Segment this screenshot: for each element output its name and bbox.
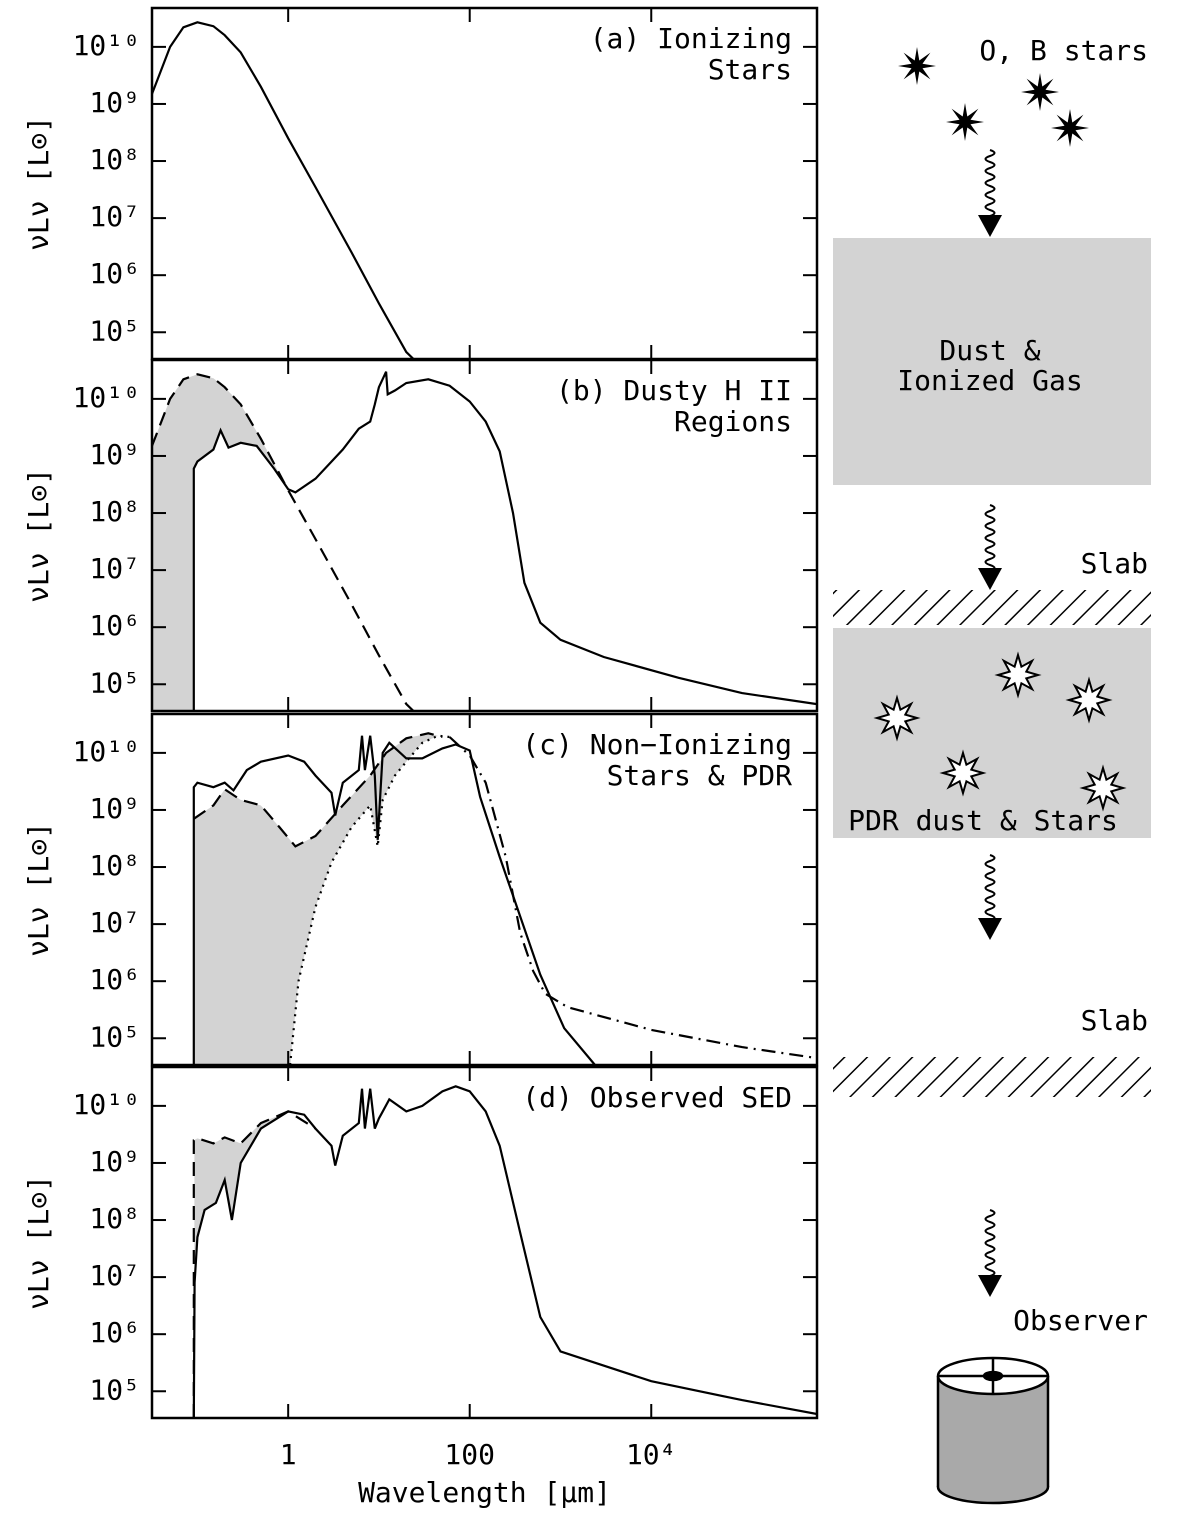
y-tick-label: 10⁹ [89, 86, 140, 119]
y-tick-label: 10⁹ [89, 1145, 140, 1178]
y-tick-label: 10⁵ [89, 314, 140, 347]
star [939, 749, 987, 797]
axes-frame [150, 1065, 819, 1420]
diagram-label: Slab [1081, 1004, 1148, 1037]
sed-line [192, 371, 817, 711]
diagram-label: PDR dust & Stars [848, 804, 1118, 837]
x-axis-label: Wavelength [μm] [358, 1476, 611, 1509]
y-tick-label: 10⁶ [89, 963, 140, 996]
star [898, 47, 936, 85]
wavy-arrow [984, 504, 996, 572]
x-tick-label: 1 [280, 1438, 297, 1471]
y-tick-label: 10⁸ [89, 1202, 140, 1235]
axes-frame [150, 358, 819, 713]
wavy-arrow [984, 149, 996, 217]
x-tick-label: 100 [444, 1438, 495, 1471]
shaded-region [152, 374, 285, 711]
x-tick-label: 10⁴ [626, 1438, 677, 1471]
sed-line [448, 736, 817, 1060]
y-tick-label: 10⁷ [89, 906, 140, 939]
star [994, 651, 1042, 699]
wavy-arrow [984, 1209, 996, 1277]
panel-label: (d) Observed SED [522, 1081, 792, 1114]
wavy-arrow [984, 854, 996, 922]
diagram-label: Ionized Gas [897, 364, 1082, 397]
star [873, 694, 921, 742]
y-tick-label: 10⁶ [89, 609, 140, 642]
y-tick-label: 10⁹ [89, 792, 140, 825]
sed-line [192, 735, 596, 1065]
diagram-label: Slab [1081, 547, 1148, 580]
y-tick-label: 10⁹ [89, 438, 140, 471]
sed-line [152, 21, 415, 359]
y-tick-label: 10¹⁰ [73, 1088, 140, 1121]
y-tick-label: 10⁶ [89, 1316, 140, 1349]
y-tick-label: 10¹⁰ [73, 381, 140, 414]
pdr-box [833, 628, 1151, 838]
arrow-head [978, 918, 1002, 940]
sed-line [192, 1110, 317, 1418]
star [1021, 73, 1059, 111]
dust-box [833, 238, 1151, 485]
y-tick-label: 10¹⁰ [73, 735, 140, 768]
y-tick-label: 10⁵ [89, 1373, 140, 1406]
panel-label: Regions [674, 405, 792, 438]
arrow-head [978, 215, 1002, 237]
y-tick-label: 10¹⁰ [73, 29, 140, 62]
diagram-label: O, B stars [979, 34, 1148, 67]
slab-hatch [833, 1057, 1151, 1097]
arrow-head [978, 1275, 1002, 1297]
y-tick-label: 10⁶ [89, 257, 140, 290]
y-axis-label: νLν [L⊙] [22, 468, 55, 603]
telescope [936, 1356, 1050, 1505]
slab-hatch [833, 590, 1151, 625]
sed-line [152, 373, 415, 711]
panel-label: Stars & PDR [607, 759, 793, 792]
panel-label: (c) Non−Ionizing [522, 728, 792, 761]
shaded-region [194, 1111, 288, 1311]
sed-line [192, 1085, 817, 1418]
y-tick-label: 10⁸ [89, 849, 140, 882]
panel-label: (b) Dusty H II [556, 374, 792, 407]
y-axis-label: νLν [L⊙] [22, 822, 55, 957]
panel-label: Stars [708, 53, 792, 86]
sed-line [289, 734, 450, 1065]
plot-area [192, 1085, 817, 1418]
star [946, 103, 984, 141]
arrow-head [978, 568, 1002, 590]
diagram-label: Observer [1013, 1304, 1148, 1337]
panel-label: (a) Ionizing [590, 22, 792, 55]
diagram-label: Dust & [939, 334, 1040, 367]
y-tick-label: 10⁷ [89, 200, 140, 233]
star [1065, 676, 1113, 724]
y-tick-label: 10⁸ [89, 495, 140, 528]
sed-line [193, 732, 443, 848]
plot-area [192, 732, 817, 1065]
plot-area [152, 21, 415, 359]
y-tick-label: 10⁸ [89, 143, 140, 176]
y-tick-label: 10⁵ [89, 666, 140, 699]
y-tick-label: 10⁵ [89, 1020, 140, 1053]
star [1079, 764, 1127, 812]
y-axis-label: νLν [L⊙] [22, 1175, 55, 1310]
y-tick-label: 10⁷ [89, 1259, 140, 1292]
y-tick-label: 10⁷ [89, 552, 140, 585]
plot-area [152, 371, 817, 711]
star [1051, 109, 1089, 147]
axes-frame [150, 712, 819, 1067]
y-axis-label: νLν [L⊙] [22, 116, 55, 251]
